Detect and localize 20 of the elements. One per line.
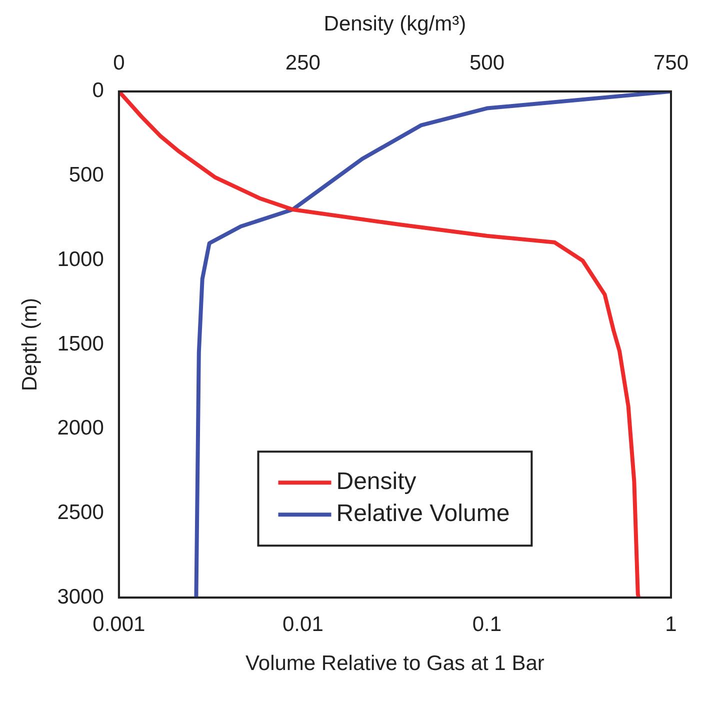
x-tick-label: 0.001: [92, 612, 146, 636]
y-axis-title: Depth (m): [18, 298, 42, 392]
y-tick-label: 2000: [57, 416, 104, 440]
legend-label: Relative Volume: [336, 500, 510, 528]
y-tick-label: 3000: [57, 585, 104, 608]
x-axis-title: Volume Relative to Gas at 1 Bar: [246, 652, 544, 676]
y-tick-label: 500: [68, 164, 104, 187]
x-tick-label: 1: [665, 612, 677, 636]
y-tick-label: 2500: [57, 501, 104, 524]
x2-tick-label: 500: [469, 52, 504, 75]
x2-axis-title: Density (kg/m³): [324, 12, 466, 36]
legend-label: Density: [336, 468, 416, 496]
x2-tick-label: 250: [285, 52, 320, 75]
y-tick-label: 1500: [57, 332, 104, 356]
x2-tick-label: 750: [653, 52, 689, 75]
y-tick-label: 0: [92, 79, 104, 102]
x2-tick-label: 0: [113, 52, 125, 75]
x-tick-label: 0.1: [472, 612, 502, 636]
x-tick-label: 0.01: [282, 612, 324, 636]
y-tick-label: 1000: [57, 248, 104, 271]
